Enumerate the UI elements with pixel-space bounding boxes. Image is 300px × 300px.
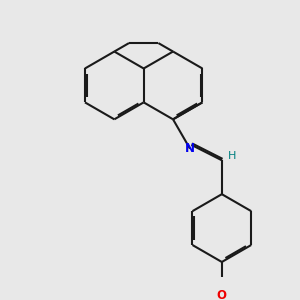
Text: O: O xyxy=(217,290,227,300)
Text: N: N xyxy=(185,142,195,155)
Text: H: H xyxy=(228,151,237,161)
